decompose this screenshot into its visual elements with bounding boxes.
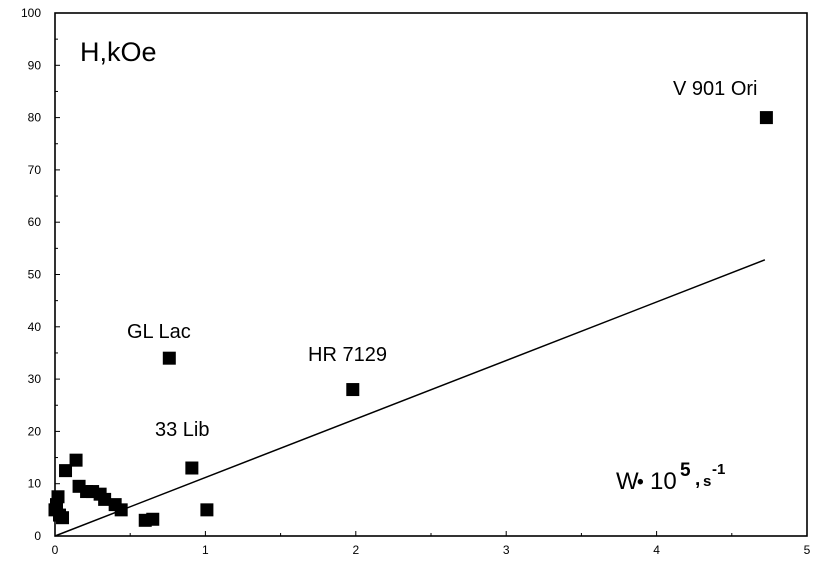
data-point [98,492,112,506]
y-axis-label: H,kOe [80,37,157,67]
x-tick-label: 4 [653,543,660,557]
annotation-33-lib: 33 Lib [155,419,210,441]
y-tick-label: 10 [28,477,42,491]
fit-line [54,259,766,537]
y-tick-label: 50 [28,268,42,282]
x-tick-label: 3 [503,543,510,557]
data-point [114,503,128,517]
data-point [162,351,176,365]
data-point [146,512,160,526]
x-axis-label: W • 10 5 , s -1 [616,460,725,495]
x-axis-label-main: W [616,468,639,495]
data-point [51,490,65,504]
data-point [759,111,773,125]
data-point [346,383,360,397]
x-tick-label: 0 [52,543,59,557]
y-tick-label: 80 [28,111,42,125]
x-axis-label-comma: , [695,469,700,490]
y-tick-label: 0 [34,529,41,543]
data-point [69,453,83,467]
x-axis-ticks: 0 1 2 3 4 5 [52,531,811,557]
x-tick-label: 1 [202,543,209,557]
annotation-hr-7129: HR 7129 [308,344,387,366]
y-tick-label: 30 [28,372,42,386]
x-axis-label-unit-exponent: -1 [712,461,725,478]
data-points [48,111,773,527]
y-tick-label: 70 [28,163,42,177]
y-axis-ticks: 0 10 20 30 40 50 60 70 80 90 100 [21,6,60,543]
data-point [59,464,73,478]
x-axis-label-base: 10 [650,468,677,495]
data-point [185,461,199,475]
x-axis-label-dot: • [637,472,644,493]
x-tick-label: 5 [804,543,811,557]
y-tick-label: 40 [28,320,42,334]
y-tick-label: 60 [28,215,42,229]
y-tick-label: 20 [28,424,42,438]
data-point [56,511,70,525]
y-tick-label: 100 [21,6,41,20]
annotation-v901-ori: V 901 Ori [673,78,757,100]
x-tick-label: 2 [352,543,359,557]
y-tick-label: 90 [28,58,42,72]
annotation-gl-lac: GL Lac [127,321,191,343]
data-point [200,503,214,517]
x-axis-label-exponent: 5 [680,460,691,481]
x-axis-label-unit: s [703,473,711,490]
